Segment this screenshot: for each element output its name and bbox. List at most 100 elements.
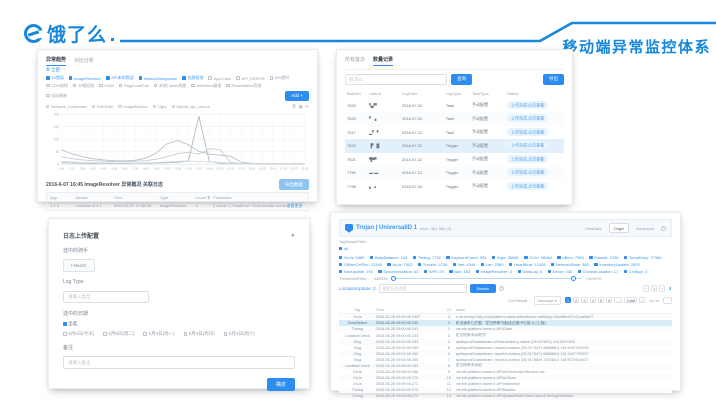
series-filter[interactable]: PageLoadFail [118,83,149,89]
view-tab-rawdata[interactable]: RawData [585,225,602,231]
table-row[interactable]: LocationCheck 2016-06-26 09:00:49.233 3 定位结… [339,332,672,338]
tag-chip[interactable]: Lan: 2380 [480,262,504,267]
table-row[interactable]: Timing 2016-06-26 09:00:49.243 2 me.ele.pla… [339,326,672,333]
page-button[interactable]: 2 [573,296,580,304]
table-row[interactable]: 1 2 3 unknown-6.4.1 2016-06-07 17:58:08 Ima… [47,201,308,210]
tag-chip[interactable]: Timing: 7732 [412,255,441,260]
table-row[interactable]: OnJs 2016-06-26 09:09:49.270 10 me.ele.plat… [339,375,672,382]
settings-icon[interactable]: ✚ [290,232,295,239]
tag-chip[interactable]: ChooseLocation: 17 [577,269,618,274]
page-button[interactable]: 6 [606,296,613,304]
series-filter[interactable]: OOM [99,83,114,89]
series-filter[interactable]: 本地Cache失败 [153,83,186,89]
add-button[interactable]: Add + [285,90,309,101]
logtype-input[interactable] [63,290,149,303]
series-filter[interactable]: ReactNative异常 [226,83,261,89]
table-row[interactable]: OnJs 2016-06-26 09:00:48 GMT 3 a.url.res/ap… [339,314,672,321]
table-row[interactable]: 7821 ▜▀▘ 2016-07-22 Trigger 手动配置 上传完成,点击查看 [345,153,564,167]
tag-chip-all[interactable]: all [339,246,348,251]
batch-search-button[interactable]: 查询 [451,73,472,85]
page-button[interactable]: 4 [589,296,596,304]
table-row[interactable]: 7785 ▖ ▲ 2016-07-20 Trigger 手动配置 上传完成,点击查看 [345,180,564,194]
next-page-button[interactable]: › [639,296,646,304]
series-filter[interactable]: 白屏检测 [182,75,203,81]
download-icon[interactable]: ⬇ [668,285,672,291]
table-row[interactable]: DomDetect 2016-06-26 09:00:49.242 1 非法请求已拦截… [339,320,672,327]
search-tag-label[interactable]: LocationUpdate: 3 [339,286,376,292]
slider-knob-left[interactable] [390,276,396,282]
tab-count-records[interactable]: 数量记录 [373,56,394,66]
page-button[interactable]: … [614,296,623,304]
view-tab-origin[interactable]: Origin [608,223,630,234]
table-row[interactable]: Xlog 2016-06-26 09:03:49.260 7 api/layout/D… [339,357,672,363]
radio-filter[interactable]: Hybrid_api_concur [171,104,210,109]
series-filter[interactable]: CDN劫持 [46,83,68,89]
series-filter[interactable]: AppCrash [208,75,231,81]
tag-chip[interactable]: KeywordCount: 594 [446,255,487,260]
slider-knob-right[interactable] [570,276,576,282]
radio-filter[interactable]: FullOrder [91,104,113,109]
table-row[interactable]: OnJs 2016-06-26 09:08:49.268 9 me.ele.platf… [339,369,672,375]
tag-chip[interactable]: OCtrl: 26084 [524,255,552,260]
status-badge[interactable]: 上传完成,点击查看 [507,127,549,136]
tag-chip[interactable]: TraceIn: 4738 [417,262,447,267]
table-row[interactable]: 7824 ▐▘▐▌ 2016-07-22 Trigger 手动配置 上传完成,点击查看 [345,139,564,153]
chart-tool-icon[interactable]: ≣ [292,103,296,109]
page-button[interactable]: 1 [564,296,572,304]
tag-chip[interactable]: NavUpdate: 194 [339,269,373,274]
tag-chip[interactable]: HeartBeat: 12405 [509,262,545,267]
tag-chip[interactable]: DataLog: 8 [517,269,542,274]
status-badge[interactable]: 上传完成,点击查看 [507,168,549,177]
tab-trend[interactable]: 异常趋势 [46,56,67,66]
batch-search-input[interactable] [345,73,447,85]
date-checkbox[interactable]: 6月5日(周二) [103,331,134,337]
tag-chip[interactable]: TempDiary: 77386 [624,255,661,260]
table-row[interactable]: 7825 ▘ ▗ 2016-07-20 Task 手动配置 上传完成,点击查看 [345,112,564,126]
view-more-link[interactable]: 查看更多 [286,202,303,208]
table-row[interactable]: 7817 ▂▘▝ 2016-07-22 Task 手动配置 上传完成,点击查看 [345,126,564,140]
tag-chip[interactable]: Argo: 36880 [492,255,519,260]
select-all-checkbox[interactable]: 全选 [63,321,295,327]
tag-chip[interactable]: BabyBalance: 144 [369,255,407,260]
view-tab-advanced[interactable]: Advanced [636,225,654,231]
status-badge[interactable]: 上传完成,点击查看 [507,114,549,123]
tag-chip[interactable]: CellApp: 4 [623,269,647,274]
series-filter[interactable]: NetworkDiagnostic [138,75,177,81]
select-all-link[interactable]: ≣ 全部 [46,67,61,72]
radio-filter[interactable]: Network_Customize [46,104,87,109]
goto-input[interactable] [663,296,672,304]
chart-tool-icon[interactable]: ⟳ [305,103,309,109]
table-row[interactable]: 7780 ▬ ▬ 2016-07-21 Trigger 手动配置 上传完成,点击查看 [345,166,564,180]
date-checkbox[interactable]: 6月6日(今天) [63,331,94,337]
table-row[interactable]: Xlog 2016-06-26 09:02:49.260 4 api/layout/D… [339,350,672,357]
table-row[interactable]: LocationCheck 2016-06-26 09:05:49.263 6 定位结… [339,362,672,370]
table-row[interactable]: Timing 2016-06-26 09:09:49.272 12 me.ele.pl… [339,387,672,394]
tag-chip[interactable]: OfflineCellTec: 31349 [339,262,382,267]
threshold-slider[interactable] [390,276,582,282]
selected-rider-chip[interactable]: t-NeeiG [63,259,95,272]
remark-input[interactable] [63,356,295,369]
tag-chip[interactable]: OnJs: 5489 [339,255,364,260]
table-row[interactable]: Timing 2016-06-26 09:09:49.273 13 me.ele.pl… [339,393,672,399]
chart-tool-icon[interactable]: ▦ [298,103,303,109]
table-row[interactable]: Xlog 2016-06-26 09:00:49.253 4 api/layout/D… [339,338,672,345]
tag-chip[interactable]: ImageResolver: 3 [475,269,512,274]
auto-refresh-checkbox[interactable]: 自动刷新 [46,93,67,99]
series-filter[interactable]: WebView崩溃 [191,83,221,89]
help-icon[interactable]: ? [661,225,666,231]
tag-chip[interactable]: Net: 4346 [452,262,475,267]
status-badge[interactable]: 上传完成,点击查看 [507,141,549,150]
page-button[interactable]: 5 [597,296,605,304]
message-select[interactable]: Message ▾ [533,295,561,305]
mini-pager-item[interactable]: › [659,285,666,292]
series-filter[interactable]: API未知错误 [105,75,134,81]
radio-filter[interactable]: ImageMonitor [118,104,148,109]
date-checkbox[interactable]: 6月3日(周日) [183,331,215,337]
status-badge[interactable]: 上传完成,点击查看 [507,154,549,163]
tab-compare[interactable]: 对比分析 [74,57,95,64]
submit-button[interactable]: 确定 [266,378,295,391]
mini-pager-item[interactable]: 1 [650,285,658,292]
log-search-input[interactable] [378,284,467,294]
date-checkbox[interactable]: 6月2日(周六) [223,331,255,337]
page-button[interactable]: 1988 [624,296,638,304]
